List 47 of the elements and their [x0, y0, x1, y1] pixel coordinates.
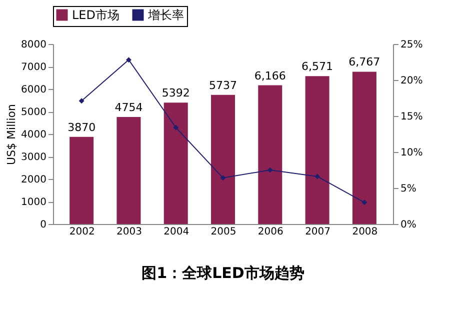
point — [220, 175, 226, 181]
data-label: 5392 — [162, 86, 190, 100]
bar — [164, 102, 188, 224]
y-tick-label: 6000 — [21, 84, 46, 96]
data-label: 6,571 — [302, 60, 334, 74]
y-tick-label: 0 — [40, 220, 46, 230]
y2-tick-label: 10% — [400, 148, 423, 158]
y-tick-label: 8000 — [21, 40, 46, 50]
point — [126, 57, 132, 63]
bar — [258, 85, 282, 224]
data-label: 4754 — [114, 101, 143, 114]
bar — [352, 72, 376, 224]
point — [78, 98, 84, 104]
bar — [211, 94, 235, 224]
x-tick-label: 2006 — [258, 226, 284, 238]
y2-tick-label: 0% — [400, 220, 416, 230]
legend-label: LED市场 — [72, 8, 120, 22]
x-tick-label: 2004 — [164, 226, 190, 238]
y-axis-title: US$ Million — [5, 104, 18, 165]
x-tick-label: 2003 — [116, 226, 142, 238]
y-tick-label: 2000 — [21, 174, 46, 186]
legend-label: 增长率 — [147, 8, 184, 22]
y-tick-label: 1000 — [21, 197, 46, 208]
y-tick-label: 3000 — [21, 152, 46, 163]
data-label: 6,767 — [348, 56, 380, 69]
y2-tick-label: 25% — [400, 40, 423, 50]
point — [314, 174, 320, 180]
y2-tick-label: 20% — [400, 76, 423, 86]
bar — [70, 136, 94, 224]
data-label: 5737 — [209, 78, 237, 92]
bar — [116, 117, 141, 224]
point — [173, 124, 179, 130]
point — [362, 200, 368, 206]
y2-tick-label: 15% — [400, 112, 423, 122]
x-tick-label: 2008 — [352, 226, 378, 238]
data-label: 3870 — [68, 120, 96, 134]
x-tick-label: 2005 — [210, 226, 236, 238]
point — [267, 167, 273, 173]
x-tick-label: 2002 — [69, 226, 95, 238]
x-tick-label: 2007 — [305, 226, 331, 238]
y-tick-label: 7000 — [21, 62, 46, 73]
bar — [305, 76, 330, 224]
y-tick-label: 4000 — [21, 130, 46, 140]
y2-tick-label: 5% — [400, 184, 416, 194]
y-tick-label: 5000 — [21, 107, 46, 118]
text: 图1：全球LED市场趋势 — [142, 264, 304, 282]
data-label: 6,166 — [254, 69, 286, 82]
